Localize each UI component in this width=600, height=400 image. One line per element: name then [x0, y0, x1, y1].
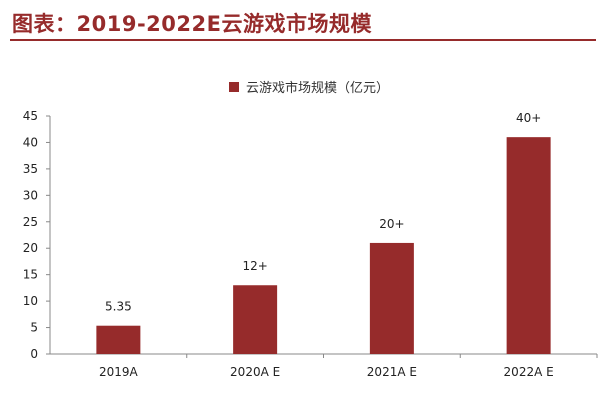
legend-label: 云游戏市场规模（亿元） [246, 80, 389, 96]
legend-swatch [229, 82, 239, 92]
y-tick-label: 20 [23, 241, 38, 255]
x-tick-label: 2020A E [230, 365, 280, 379]
chart-legend: 云游戏市场规模（亿元） [229, 80, 389, 96]
y-tick-label: 0 [30, 347, 38, 361]
data-labels: 5.35 12+ 20+ 40+ [105, 111, 541, 314]
x-axis: 2019A 2020A E 2021A E 2022A E [50, 353, 598, 379]
bar [96, 325, 141, 354]
data-label: 5.35 [105, 300, 132, 314]
data-label: 40+ [516, 111, 541, 125]
y-tick-label: 25 [23, 215, 38, 229]
data-label: 20+ [379, 217, 404, 231]
x-tick-label: 2022A E [504, 365, 554, 379]
x-tick-label: 2021A E [367, 365, 417, 379]
y-tick-label: 10 [23, 294, 38, 308]
y-tick-label: 40 [23, 135, 38, 149]
bar [233, 285, 278, 354]
data-label: 12+ [242, 259, 267, 273]
y-tick-label: 45 [23, 109, 38, 123]
x-tick-label: 2019A [99, 365, 139, 379]
page-title: 图表：2019-2022E云游戏市场规模 [12, 12, 372, 36]
bars [96, 137, 551, 354]
bar [369, 242, 414, 354]
y-tick-label: 35 [23, 162, 38, 176]
bar [506, 137, 551, 354]
y-tick-label: 5 [30, 321, 38, 335]
y-tick-label: 30 [23, 188, 38, 202]
y-axis: 0 5 10 15 20 25 30 35 40 45 [23, 109, 51, 361]
title-divider [10, 39, 596, 41]
y-tick-label: 15 [23, 268, 38, 282]
